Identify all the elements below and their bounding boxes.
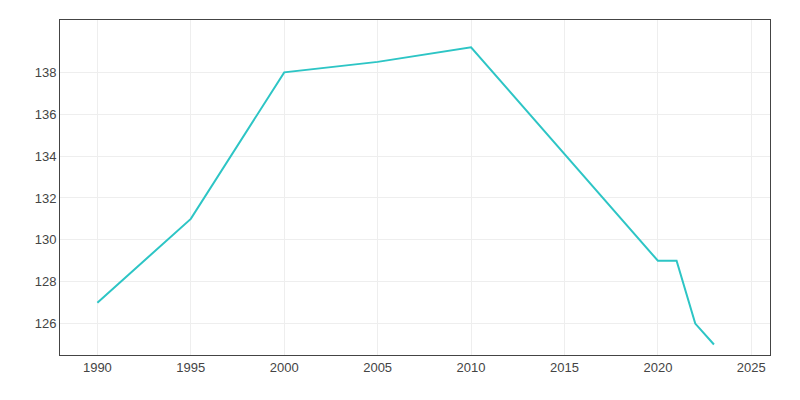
svg-text:134: 134 (35, 149, 57, 164)
svg-text:1990: 1990 (83, 360, 112, 375)
svg-text:132: 132 (35, 191, 57, 206)
svg-text:130: 130 (35, 232, 57, 247)
svg-text:2005: 2005 (363, 360, 392, 375)
svg-text:2025: 2025 (737, 360, 766, 375)
svg-text:138: 138 (35, 65, 57, 80)
svg-text:128: 128 (35, 274, 57, 289)
svg-text:2000: 2000 (270, 360, 299, 375)
svg-text:2015: 2015 (550, 360, 579, 375)
svg-text:1995: 1995 (176, 360, 205, 375)
svg-text:136: 136 (35, 107, 57, 122)
svg-text:126: 126 (35, 316, 57, 331)
svg-text:2020: 2020 (643, 360, 672, 375)
svg-text:2010: 2010 (457, 360, 486, 375)
